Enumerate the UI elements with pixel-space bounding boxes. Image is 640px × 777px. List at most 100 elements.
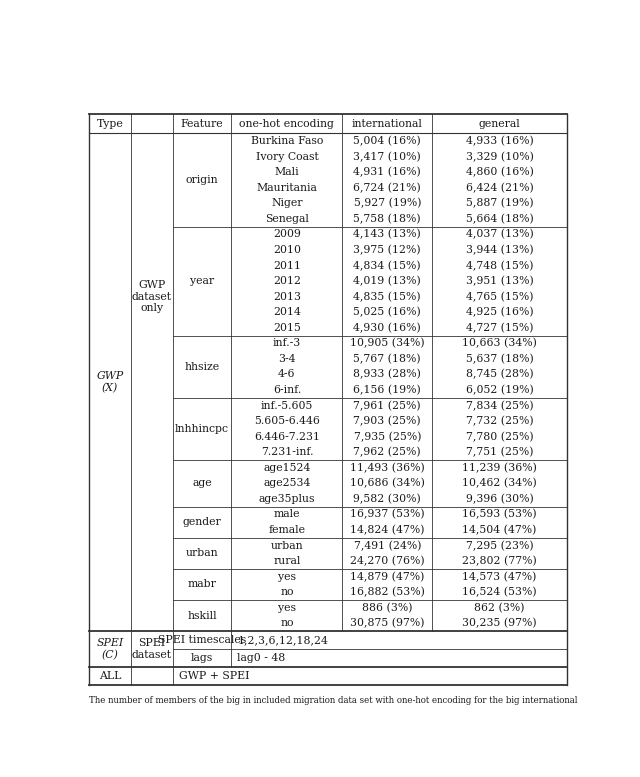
Text: 6,424 (21%): 6,424 (21%) — [466, 183, 534, 193]
Text: 7,491 (24%): 7,491 (24%) — [353, 540, 421, 551]
Text: 7,961 (25%): 7,961 (25%) — [353, 400, 421, 411]
Text: 4,037 (13%): 4,037 (13%) — [466, 229, 534, 239]
Text: 7,751 (25%): 7,751 (25%) — [466, 447, 533, 458]
Text: hhsize: hhsize — [184, 361, 220, 371]
Text: 4,925 (16%): 4,925 (16%) — [466, 307, 534, 317]
Text: Burkina Faso: Burkina Faso — [251, 136, 323, 146]
Text: SPEI timescales: SPEI timescales — [158, 635, 246, 645]
Text: 4,748 (15%): 4,748 (15%) — [466, 260, 533, 270]
Text: 4-6: 4-6 — [278, 369, 296, 379]
Text: ALL: ALL — [99, 671, 121, 681]
Text: 7,295 (23%): 7,295 (23%) — [466, 540, 534, 551]
Text: 8,745 (28%): 8,745 (28%) — [466, 369, 534, 380]
Text: 5,887 (19%): 5,887 (19%) — [466, 198, 534, 208]
Text: one-hot encoding: one-hot encoding — [239, 119, 334, 129]
Text: 6-inf.: 6-inf. — [273, 385, 301, 395]
Text: age1524: age1524 — [263, 463, 310, 472]
Text: male: male — [274, 510, 300, 520]
Text: 4,933 (16%): 4,933 (16%) — [466, 136, 534, 146]
Text: 7.231-inf.: 7.231-inf. — [260, 448, 313, 457]
Text: 11,493 (36%): 11,493 (36%) — [350, 462, 425, 473]
Text: 14,504 (47%): 14,504 (47%) — [463, 524, 537, 535]
Text: Type: Type — [97, 119, 124, 129]
Text: general: general — [479, 119, 520, 129]
Text: 16,882 (53%): 16,882 (53%) — [350, 587, 425, 598]
Text: age35plus: age35plus — [259, 494, 315, 503]
Text: 3,944 (13%): 3,944 (13%) — [466, 245, 534, 255]
Text: origin: origin — [186, 175, 218, 185]
Text: 4,930 (16%): 4,930 (16%) — [353, 322, 421, 333]
Text: 862 (3%): 862 (3%) — [474, 603, 525, 613]
Text: urban: urban — [186, 549, 218, 559]
Text: 2010: 2010 — [273, 245, 301, 255]
Text: 9,582 (30%): 9,582 (30%) — [353, 493, 421, 504]
Text: Ivory Coast: Ivory Coast — [255, 152, 318, 162]
Text: 5,664 (18%): 5,664 (18%) — [466, 214, 534, 224]
Text: 4,727 (15%): 4,727 (15%) — [466, 322, 533, 333]
Text: Mauritania: Mauritania — [257, 183, 317, 193]
Text: year: year — [190, 276, 214, 286]
Text: age2534: age2534 — [263, 479, 310, 488]
Text: lnhhincpc: lnhhincpc — [175, 424, 229, 434]
Text: 16,593 (53%): 16,593 (53%) — [462, 509, 537, 520]
Text: inf.-5.605: inf.-5.605 — [260, 401, 313, 410]
Text: 24,270 (76%): 24,270 (76%) — [350, 556, 424, 566]
Text: 30,235 (97%): 30,235 (97%) — [462, 618, 537, 629]
Text: Senegal: Senegal — [265, 214, 309, 224]
Text: Niger: Niger — [271, 198, 303, 208]
Text: 14,573 (47%): 14,573 (47%) — [463, 572, 537, 582]
Text: 9,396 (30%): 9,396 (30%) — [466, 493, 534, 504]
Text: 10,905 (34%): 10,905 (34%) — [350, 338, 424, 349]
Text: 7,780 (25%): 7,780 (25%) — [466, 431, 534, 442]
Text: 4,835 (15%): 4,835 (15%) — [353, 291, 421, 301]
Text: 16,524 (53%): 16,524 (53%) — [462, 587, 537, 598]
Text: 6,052 (19%): 6,052 (19%) — [466, 385, 534, 395]
Text: GWP + SPEI: GWP + SPEI — [179, 671, 249, 681]
Text: no: no — [280, 618, 294, 629]
Text: SPEI
dataset: SPEI dataset — [132, 638, 172, 660]
Text: 7,962 (25%): 7,962 (25%) — [353, 447, 421, 458]
Text: mabr: mabr — [188, 580, 216, 590]
Text: 11,239 (36%): 11,239 (36%) — [462, 462, 537, 473]
Text: no: no — [280, 587, 294, 598]
Text: yes: yes — [278, 572, 296, 582]
Text: 10,663 (34%): 10,663 (34%) — [462, 338, 537, 349]
Text: gender: gender — [182, 517, 221, 528]
Text: 3,417 (10%): 3,417 (10%) — [353, 152, 421, 162]
Text: 6.446-7.231: 6.446-7.231 — [254, 432, 320, 441]
Text: 2013: 2013 — [273, 291, 301, 301]
Text: SPEI
(C): SPEI (C) — [97, 638, 124, 660]
Text: age: age — [192, 479, 212, 488]
Text: 5,767 (18%): 5,767 (18%) — [353, 354, 421, 364]
Text: 5,758 (18%): 5,758 (18%) — [353, 214, 421, 224]
Text: 30,875 (97%): 30,875 (97%) — [350, 618, 424, 629]
Text: 2012: 2012 — [273, 276, 301, 286]
Text: 2015: 2015 — [273, 322, 301, 333]
Text: 4,834 (15%): 4,834 (15%) — [353, 260, 421, 270]
Text: 6,724 (21%): 6,724 (21%) — [353, 183, 421, 193]
Text: 7,935 (25%): 7,935 (25%) — [353, 431, 421, 442]
Text: 4,860 (16%): 4,860 (16%) — [466, 167, 534, 177]
Text: 5,025 (16%): 5,025 (16%) — [353, 307, 421, 317]
Text: 16,937 (53%): 16,937 (53%) — [350, 509, 424, 520]
Text: 7,732 (25%): 7,732 (25%) — [466, 416, 534, 427]
Text: 14,879 (47%): 14,879 (47%) — [350, 572, 424, 582]
Text: female: female — [268, 525, 305, 535]
Text: 7,903 (25%): 7,903 (25%) — [353, 416, 421, 427]
Text: 3,329 (10%): 3,329 (10%) — [466, 152, 534, 162]
Text: 3-4: 3-4 — [278, 354, 296, 364]
Text: 5.605-6.446: 5.605-6.446 — [254, 416, 320, 426]
Text: 2009: 2009 — [273, 229, 301, 239]
Text: 886 (3%): 886 (3%) — [362, 603, 413, 613]
Text: 7,834 (25%): 7,834 (25%) — [466, 400, 534, 411]
Text: lag0 - 48: lag0 - 48 — [237, 653, 285, 663]
Text: 1,2,3,6,12,18,24: 1,2,3,6,12,18,24 — [237, 635, 328, 645]
Text: 4,143 (13%): 4,143 (13%) — [353, 229, 421, 239]
Text: 4,019 (13%): 4,019 (13%) — [353, 276, 421, 286]
Text: 5,637 (18%): 5,637 (18%) — [466, 354, 534, 364]
Text: 14,824 (47%): 14,824 (47%) — [350, 524, 424, 535]
Text: The number of members of the big in included migration data set with one-hot enc: The number of members of the big in incl… — [89, 695, 577, 705]
Text: inf.-3: inf.-3 — [273, 338, 301, 348]
Text: yes: yes — [278, 603, 296, 613]
Text: 10,686 (34%): 10,686 (34%) — [350, 478, 425, 489]
